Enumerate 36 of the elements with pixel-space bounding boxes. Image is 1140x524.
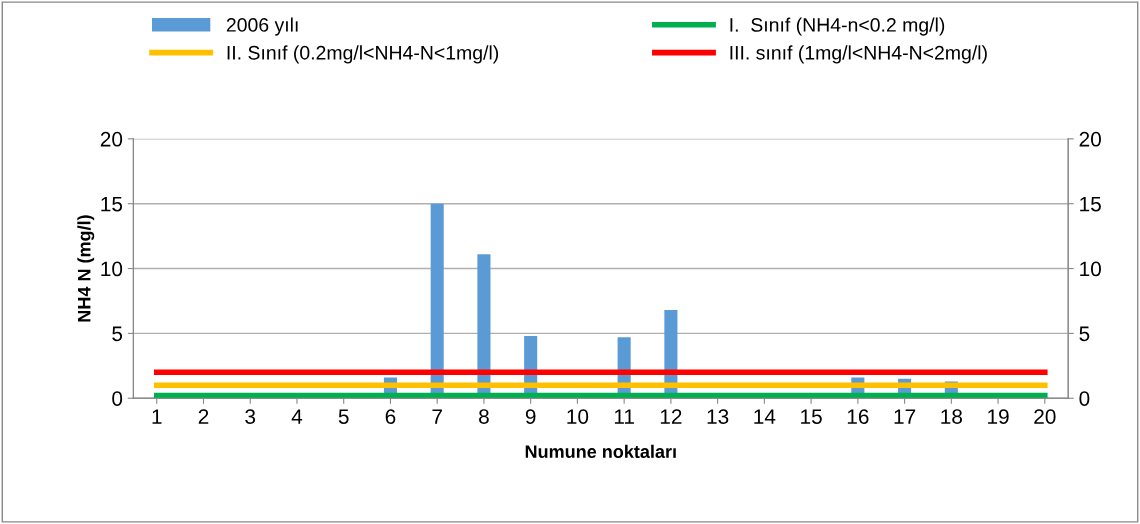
y2-tick-label: 0 — [1079, 391, 1090, 406]
legend-label: 2006 yılı — [226, 17, 298, 36]
y-axis-title: NH4 N (mg/l) — [77, 215, 95, 322]
y-tick-label: 0 — [112, 391, 123, 406]
y-tick-label: 15 — [101, 196, 123, 212]
x-tick-label: 13 — [707, 409, 729, 424]
y2-tick-label: 10 — [1080, 261, 1101, 277]
x-tick-label: 5 — [338, 409, 349, 424]
y2-tick-label: 5 — [1079, 326, 1090, 342]
x-tick-label: 12 — [660, 409, 682, 424]
x-tick-label: 8 — [479, 409, 489, 424]
x-tick-label: 1 — [152, 409, 162, 424]
x-tick-label: 4 — [291, 409, 303, 424]
x-tick-label: 3 — [245, 409, 256, 424]
x-tick-label: 11 — [614, 409, 634, 424]
x-axis-title: Numune noktaları — [525, 444, 676, 459]
legend-label: III. sınıf (1mg/l<NH4-N<2mg/l) — [730, 45, 987, 64]
x-tick-label: 18 — [941, 409, 963, 424]
legend-label: II. Sınıf (0.2mg/l<NH4-N<1mg/l) — [227, 45, 499, 64]
x-tick-label: 10 — [567, 409, 589, 424]
x-tick-label: 6 — [385, 409, 396, 424]
x-tick-label: 17 — [894, 409, 916, 424]
x-tick-label: 15 — [801, 409, 822, 424]
x-tick-label: 14 — [754, 409, 776, 424]
x-tick-label: 7 — [432, 409, 442, 424]
y2-tick-label: 20 — [1079, 131, 1101, 147]
y2-tick-label: 15 — [1080, 196, 1101, 212]
y-tick-label: 10 — [101, 261, 123, 277]
x-tick-label: 20 — [1034, 409, 1056, 424]
x-tick-label: 19 — [988, 409, 1009, 424]
y-tick-label: 5 — [112, 326, 123, 342]
legend-label: I. Sınıf (NH4-n<0.2 mg/l) — [730, 17, 945, 36]
y-tick-label: 20 — [100, 131, 123, 147]
x-tick-label: 9 — [525, 409, 536, 424]
x-tick-label: 2 — [198, 409, 209, 424]
x-tick-label: 16 — [847, 409, 869, 424]
